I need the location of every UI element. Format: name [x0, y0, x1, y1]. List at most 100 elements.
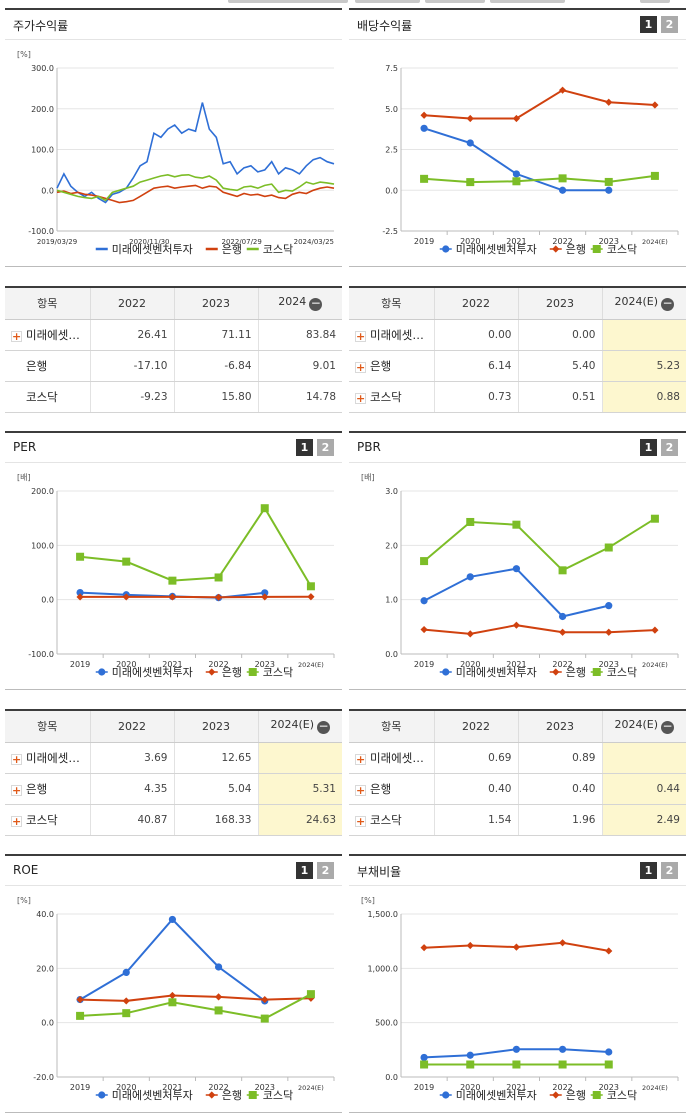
data-point[interactable]	[558, 628, 567, 636]
data-point[interactable]	[122, 968, 130, 977]
expand-row-icon[interactable]: +	[355, 360, 366, 374]
expand-row-icon[interactable]: +	[355, 752, 366, 766]
data-point[interactable]	[466, 178, 475, 187]
data-point[interactable]	[214, 993, 223, 1001]
data-point[interactable]	[260, 504, 269, 513]
legend-marker[interactable]	[552, 668, 560, 676]
chart-mode-1-button[interactable]: 1	[640, 16, 657, 33]
chart-mode-2-button[interactable]: 2	[661, 862, 678, 879]
data-point[interactable]	[420, 1060, 429, 1069]
data-point[interactable]	[466, 114, 474, 123]
legend-marker[interactable]	[552, 245, 560, 253]
data-point[interactable]	[466, 1051, 474, 1059]
data-point[interactable]	[605, 947, 613, 955]
legend-marker[interactable]	[98, 1091, 106, 1099]
data-point[interactable]	[466, 573, 474, 581]
data-point[interactable]	[650, 171, 659, 180]
data-point[interactable]	[214, 593, 223, 601]
legend-marker[interactable]	[442, 1091, 450, 1099]
data-point[interactable]	[605, 186, 613, 194]
data-point[interactable]	[558, 174, 567, 183]
expand-row-icon[interactable]: +	[355, 391, 366, 405]
chart-mode-2-button[interactable]: 2	[661, 16, 678, 33]
data-point[interactable]	[420, 557, 429, 566]
collapse-column-button[interactable]: −	[661, 296, 675, 312]
data-point[interactable]	[466, 1060, 475, 1069]
data-point[interactable]	[420, 944, 428, 952]
chart-mode-1-button[interactable]: 1	[296, 439, 313, 456]
legend-marker[interactable]	[592, 668, 601, 676]
data-point[interactable]	[260, 1014, 269, 1023]
data-point[interactable]	[420, 625, 428, 634]
data-point[interactable]	[651, 101, 659, 109]
data-point[interactable]	[168, 915, 177, 924]
collapse-column-button[interactable]: −	[309, 296, 323, 312]
legend-marker[interactable]	[592, 245, 601, 253]
expand-row-icon[interactable]: +	[355, 329, 366, 343]
expand-row-icon[interactable]: +	[11, 783, 22, 797]
chart-mode-1-button[interactable]: 1	[640, 862, 657, 879]
data-point[interactable]	[214, 963, 223, 971]
data-point[interactable]	[512, 1045, 521, 1053]
collapse-column-button[interactable]: −	[661, 719, 675, 735]
data-point[interactable]	[420, 111, 428, 119]
data-point[interactable]	[558, 1045, 567, 1053]
data-point[interactable]	[605, 98, 613, 106]
data-point[interactable]	[604, 543, 613, 552]
data-point[interactable]	[512, 170, 521, 178]
data-point[interactable]	[512, 621, 521, 629]
legend-marker[interactable]	[248, 668, 257, 676]
expand-row-icon[interactable]: +	[355, 814, 366, 828]
data-point[interactable]	[306, 990, 315, 999]
data-point[interactable]	[214, 1006, 223, 1015]
data-point[interactable]	[76, 593, 84, 601]
expand-row-icon[interactable]: +	[11, 814, 22, 828]
chart-mode-2-button[interactable]: 2	[661, 439, 678, 456]
expand-row-icon[interactable]: +	[355, 783, 366, 797]
data-point[interactable]	[512, 565, 521, 573]
legend-marker[interactable]	[248, 1091, 257, 1099]
data-point[interactable]	[466, 630, 474, 638]
legend-marker[interactable]	[98, 668, 106, 676]
data-point[interactable]	[651, 626, 659, 634]
data-point[interactable]	[512, 1060, 521, 1069]
data-point[interactable]	[605, 602, 613, 610]
data-point[interactable]	[558, 612, 567, 621]
data-point[interactable]	[558, 939, 567, 947]
data-point[interactable]	[122, 997, 130, 1005]
data-point[interactable]	[76, 552, 85, 561]
data-point[interactable]	[604, 177, 613, 186]
data-point[interactable]	[558, 186, 567, 194]
data-point[interactable]	[122, 1009, 131, 1018]
data-point[interactable]	[558, 1060, 567, 1069]
chart-mode-2-button[interactable]: 2	[317, 439, 334, 456]
chart-mode-2-button[interactable]: 2	[317, 862, 334, 879]
data-point[interactable]	[420, 124, 428, 132]
data-point[interactable]	[466, 517, 475, 526]
data-point[interactable]	[168, 593, 177, 601]
legend-marker[interactable]	[208, 1091, 216, 1099]
data-point[interactable]	[605, 1048, 613, 1056]
collapse-column-button[interactable]: −	[317, 719, 331, 735]
expand-row-icon[interactable]: +	[11, 329, 22, 343]
data-point[interactable]	[604, 1060, 613, 1069]
chart-mode-1-button[interactable]: 1	[296, 862, 313, 879]
legend-marker[interactable]	[208, 668, 216, 676]
data-point[interactable]	[512, 520, 521, 529]
data-point[interactable]	[558, 566, 567, 575]
data-point[interactable]	[168, 991, 177, 1000]
data-point[interactable]	[214, 573, 223, 582]
data-point[interactable]	[122, 557, 131, 566]
data-point[interactable]	[76, 995, 84, 1004]
data-point[interactable]	[466, 941, 474, 950]
data-point[interactable]	[76, 589, 84, 597]
data-point[interactable]	[261, 589, 269, 597]
expand-row-icon[interactable]: +	[11, 752, 22, 766]
data-point[interactable]	[420, 597, 428, 605]
legend-marker[interactable]	[442, 668, 450, 676]
data-point[interactable]	[306, 582, 315, 591]
legend-marker[interactable]	[592, 1091, 601, 1099]
data-point[interactable]	[512, 177, 521, 186]
legend-marker[interactable]	[552, 1091, 560, 1099]
data-point[interactable]	[420, 174, 429, 183]
